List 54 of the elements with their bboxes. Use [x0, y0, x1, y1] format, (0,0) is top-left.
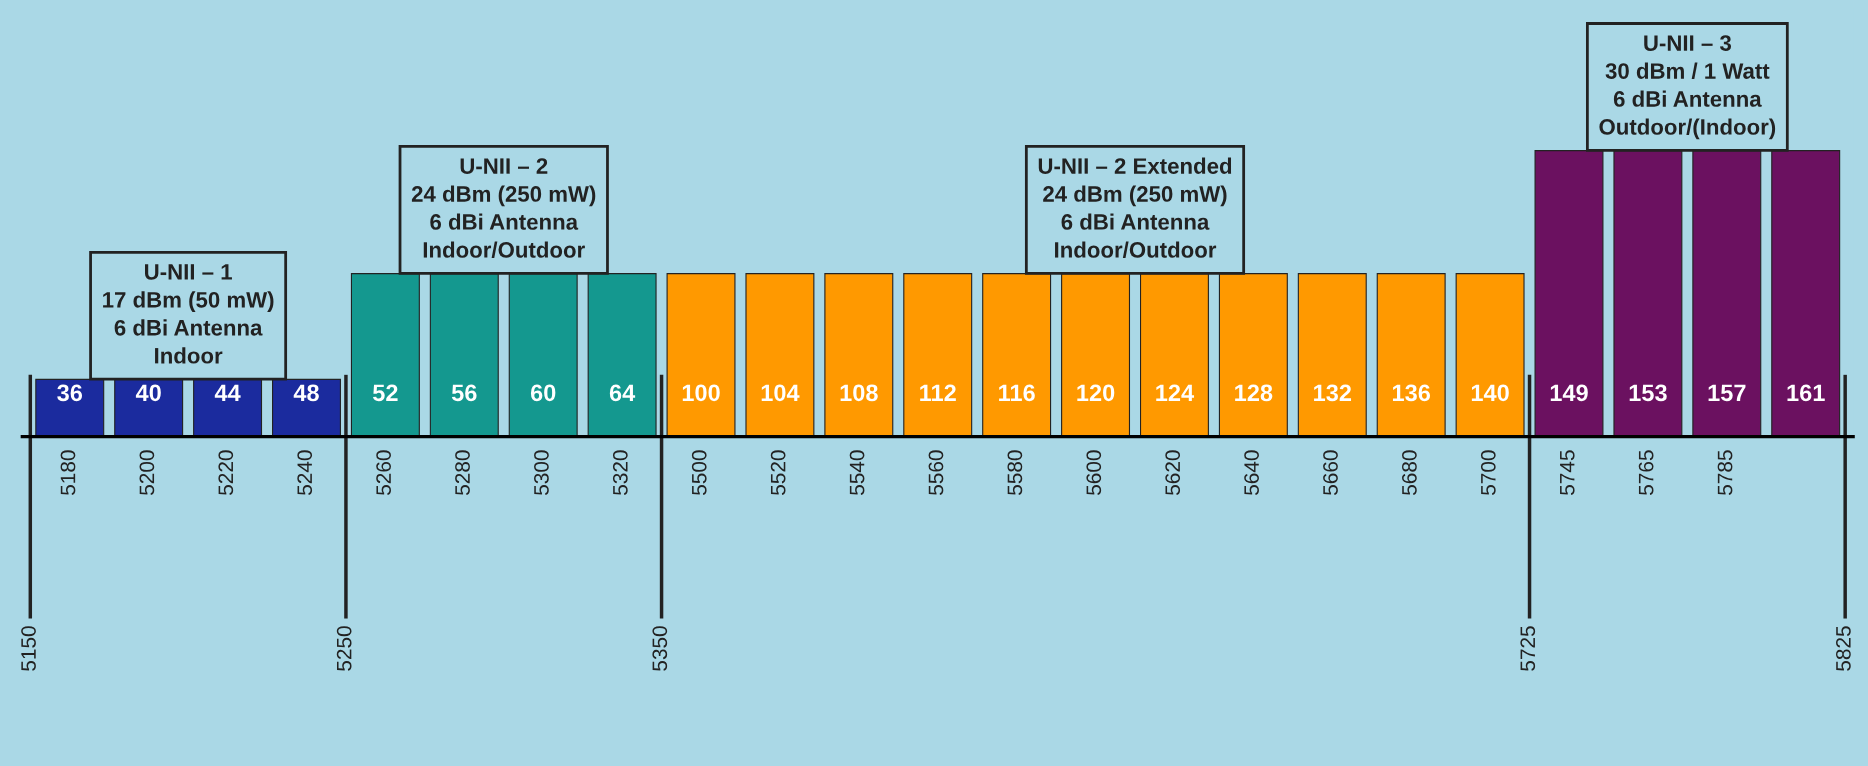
text: 5725	[1520, 626, 1536, 671]
annotation: 5700	[1480, 450, 1496, 495]
x-tick-label: 64	[609, 384, 636, 402]
x-tick-label: 153	[1629, 384, 1667, 402]
annotation: 5745	[1560, 450, 1575, 495]
annotation: 5620	[1165, 450, 1181, 495]
text: 5250	[336, 626, 352, 671]
x-tick-label: 128	[1235, 384, 1273, 402]
x-tick-label: 132	[1314, 384, 1352, 402]
x-tick-label: 40	[135, 384, 161, 402]
x-tick-label: 116	[999, 384, 1035, 402]
x-tick-label: 112	[920, 384, 956, 401]
x-tick-label: 120	[1077, 384, 1115, 402]
x-tick-label: 149	[1550, 384, 1588, 402]
text: 5350	[652, 626, 668, 671]
x-tick-label: 136	[1392, 384, 1431, 402]
x-tick-label: 100	[682, 384, 720, 402]
x-tick-label: 52	[372, 384, 398, 402]
annotation: 5220	[218, 450, 234, 495]
annotation: 5680	[1402, 450, 1417, 495]
x-tick-label: 36	[57, 384, 83, 402]
annotation: 5180	[60, 450, 76, 495]
annotation: 5200	[139, 450, 155, 495]
annotation: 5500	[691, 450, 707, 495]
annotation: 5260	[376, 450, 391, 495]
x-tick-label: 56	[451, 384, 477, 402]
annotation: 5600	[1086, 450, 1102, 495]
x-tick-label: 60	[530, 384, 556, 402]
annotation: 5540	[849, 450, 865, 495]
x-tick-label: 108	[840, 384, 878, 402]
x-tick-label: 140	[1471, 384, 1509, 402]
text: 5825	[1836, 626, 1851, 671]
annotation: 5660	[1323, 450, 1338, 495]
annotation: 5560	[928, 450, 944, 495]
annotation: U-NII – 2 Extended 24 dBm (250 mW) 6 dBi Antenna Indoor/Outdoor	[1038, 157, 1232, 259]
annotation: U-NII – 3 30 dBm / 1 Watt 6 dBi Antenna Outdoor/(Indoor)	[1599, 35, 1776, 140]
annotation: 5240	[297, 450, 313, 495]
annotation: 5785	[1717, 450, 1733, 495]
annotation: 5300	[534, 450, 549, 495]
annotation: 5640	[1244, 450, 1259, 495]
annotation: U-NII – 2 24 dBm (250 mW) 6 dBi Antenna Indoor/Outdoor	[411, 158, 596, 259]
annotation: 5580	[1007, 450, 1023, 495]
x-tick-label: 161	[1787, 384, 1825, 402]
annotation: U-NII – 1 17 dBm (50 mW) 6 dBi Antenna Indoor	[103, 264, 274, 364]
annotation: 5280	[455, 450, 470, 495]
annotation: 5765	[1638, 450, 1654, 495]
x-tick-label: 157	[1708, 384, 1746, 402]
x-tick-label: 44	[214, 384, 241, 401]
text: 5150	[21, 626, 36, 671]
x-tick-label: 48	[293, 384, 319, 402]
x-tick-label: 104	[761, 384, 800, 402]
x-tick-label: 124	[1156, 384, 1195, 401]
annotation: 5520	[770, 450, 786, 495]
annotation: 5320	[612, 450, 628, 495]
